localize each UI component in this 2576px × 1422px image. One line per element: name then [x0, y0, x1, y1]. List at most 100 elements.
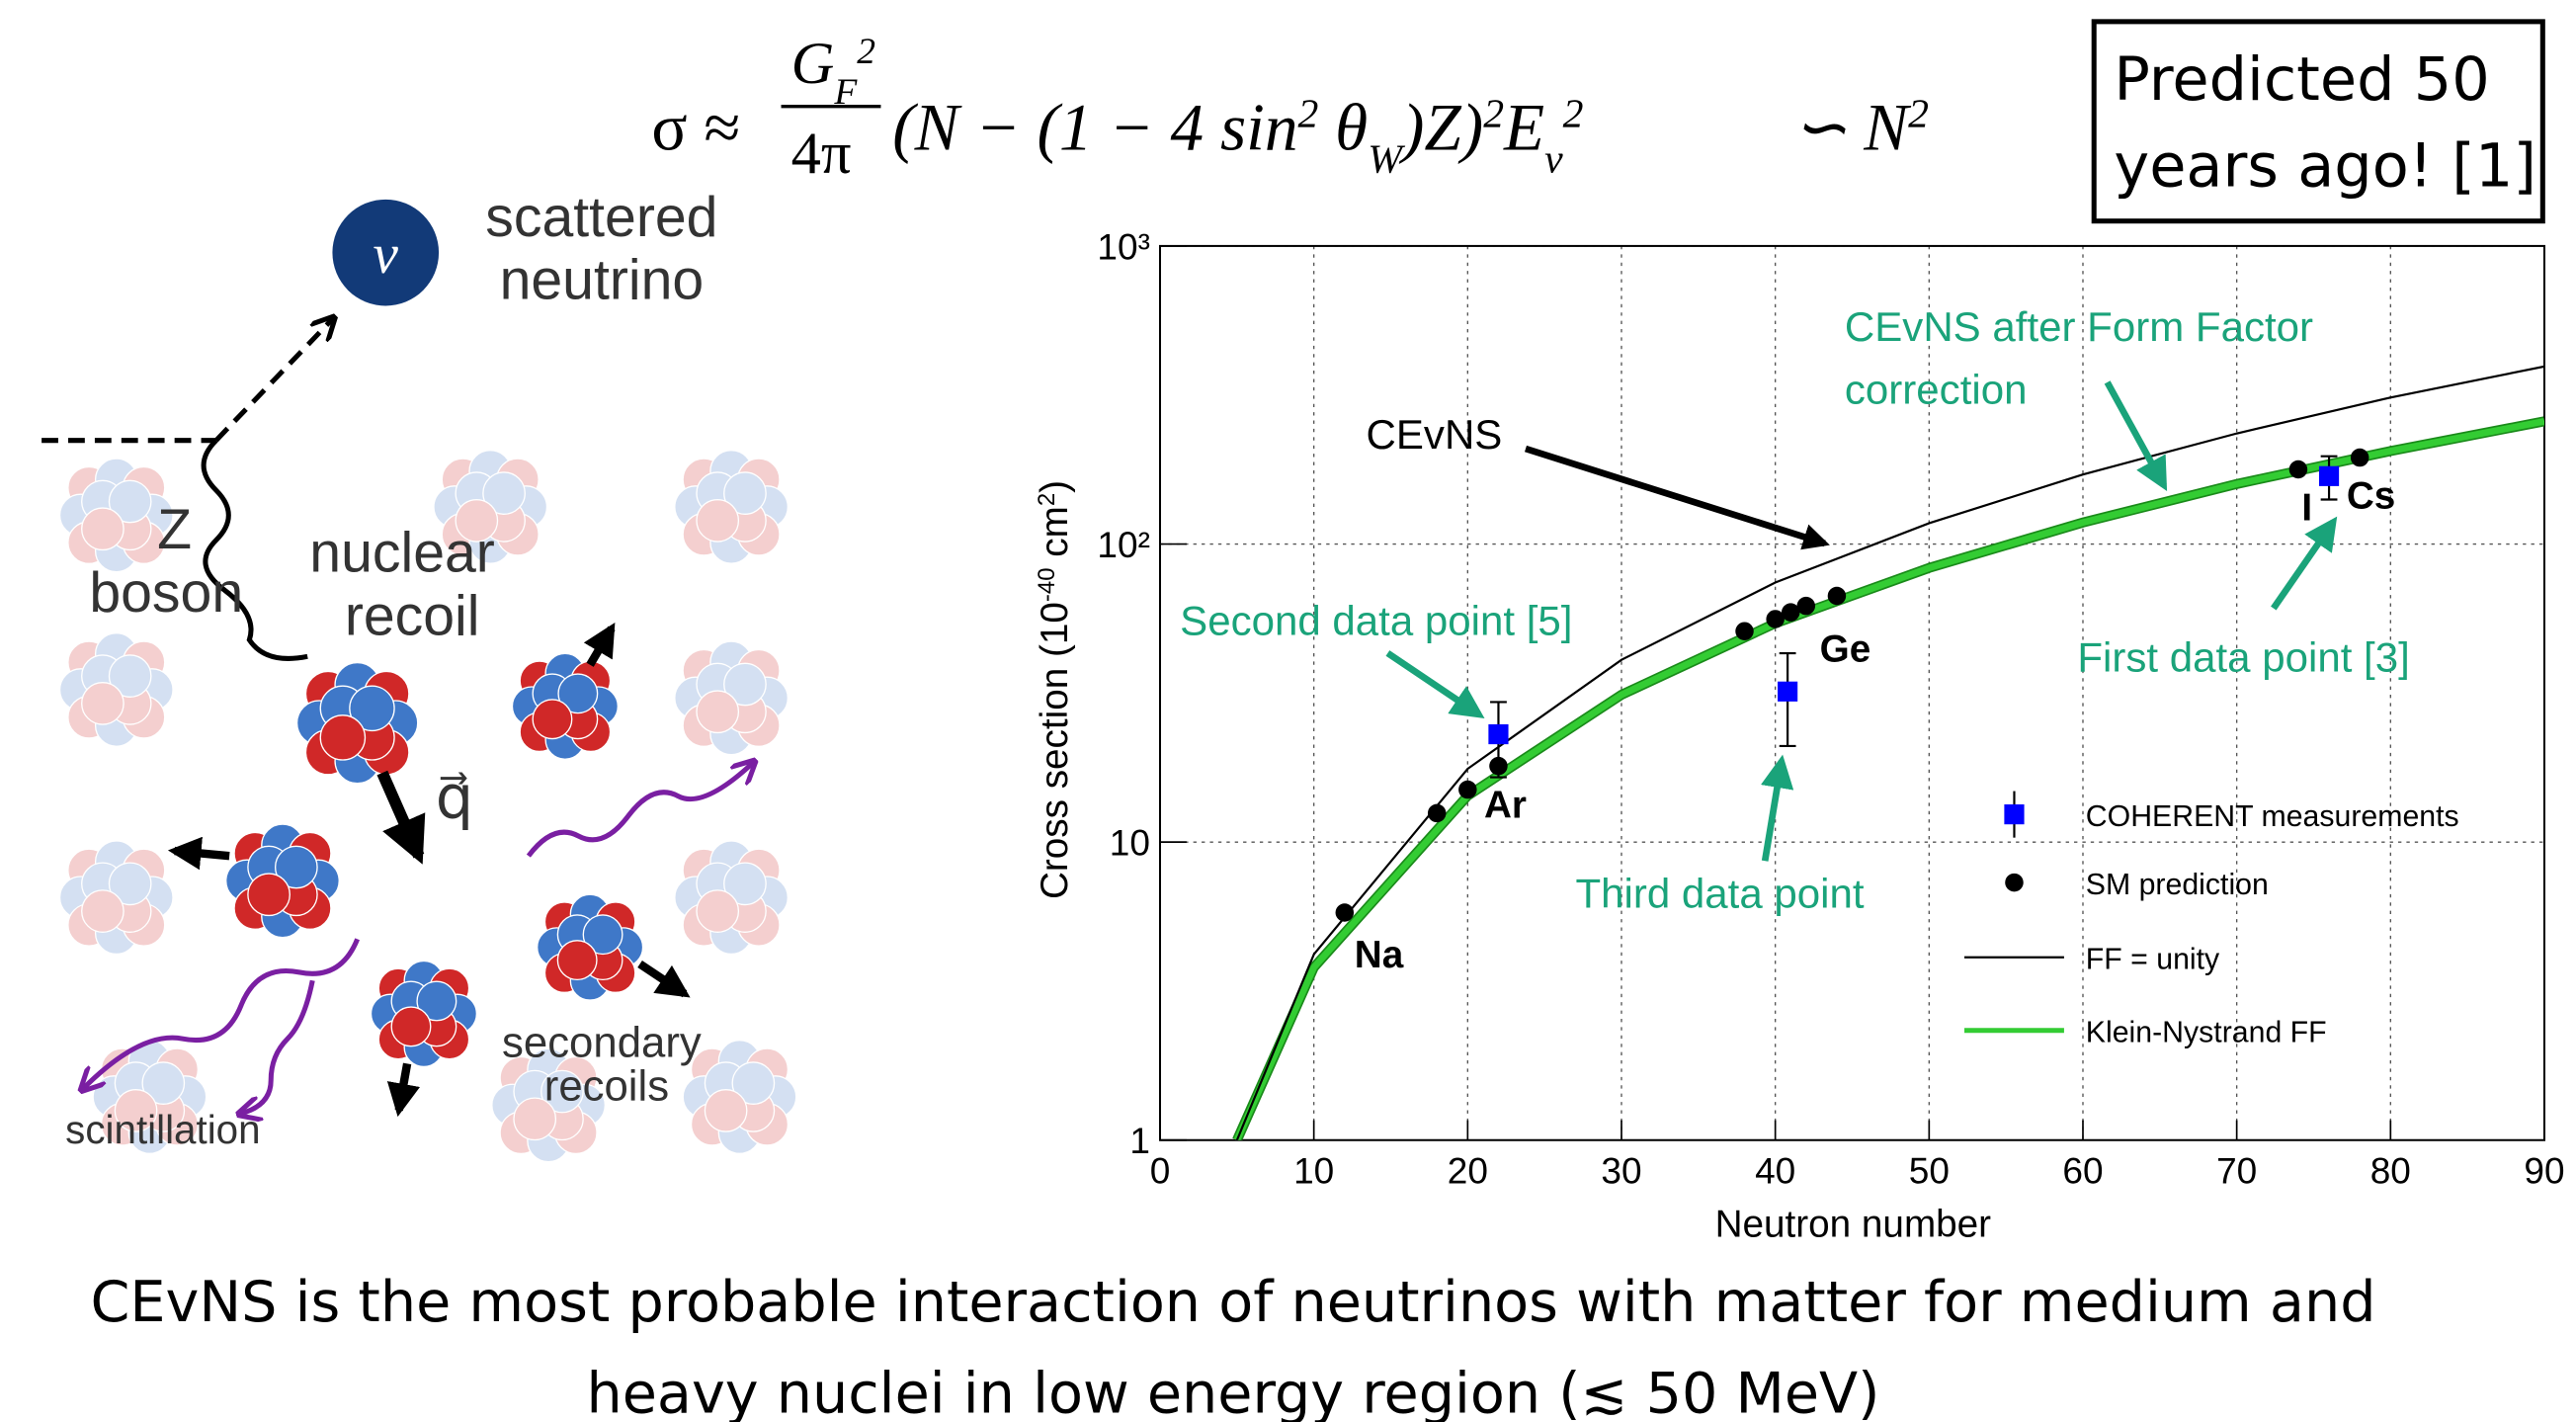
nucleon	[696, 889, 740, 933]
text-run: ν	[1544, 136, 1563, 182]
formula-denominator: 4π	[791, 121, 852, 187]
nucleon	[717, 1075, 762, 1119]
diagram-label: neutrino	[500, 249, 705, 312]
x-axis-label: Neutron number	[1715, 1203, 1992, 1245]
nucleon	[736, 512, 781, 556]
nucleon	[58, 876, 103, 920]
nucleon	[540, 1069, 584, 1114]
x-tick-label: 80	[2370, 1150, 2411, 1191]
nucleon	[753, 1075, 797, 1119]
text-run: 2	[1033, 493, 1059, 506]
callout-line: Predicted 50	[2114, 45, 2489, 115]
nucleon	[731, 1061, 776, 1106]
neutrino-ball	[332, 199, 440, 306]
nucleon	[441, 458, 485, 502]
nucleon	[709, 640, 753, 685]
nucleon	[696, 471, 740, 515]
callout-line: years ago! [1]	[2114, 131, 2536, 201]
text-run: G	[791, 31, 835, 97]
nucleon	[81, 479, 125, 524]
nucleon	[67, 695, 111, 739]
nucleon	[690, 1047, 734, 1092]
photon-arrow	[241, 979, 315, 1114]
nucleon	[122, 903, 166, 947]
nucleon	[723, 889, 767, 933]
text-run: E	[1503, 90, 1544, 164]
nucleus	[225, 823, 340, 939]
nucleon	[513, 1069, 557, 1114]
nucleon	[455, 471, 499, 515]
recoil-arrow	[167, 836, 230, 871]
formula-numerator: GF2	[791, 31, 875, 113]
neutrino-symbol: ν	[374, 223, 399, 286]
nucleon	[745, 676, 789, 720]
nucleon	[81, 889, 125, 933]
nucleon	[81, 681, 125, 725]
nucleon	[67, 640, 111, 685]
nucleon	[122, 640, 166, 685]
nucleon	[491, 1083, 535, 1128]
nucleon	[709, 840, 753, 883]
sm-point	[1796, 596, 1816, 616]
recoil-arrow	[376, 770, 426, 865]
formula-lhs: σ ≈	[651, 90, 740, 164]
element-label: Ge	[1820, 627, 1871, 670]
annotation-arrow	[2104, 380, 2168, 492]
sm-point	[1427, 803, 1447, 823]
text-run: cm	[1034, 506, 1076, 567]
nucleon	[731, 1089, 776, 1132]
y-tick-label: 10	[1110, 823, 1150, 864]
measurement	[1488, 723, 1509, 745]
nucleon	[682, 1075, 726, 1119]
nucleon	[94, 876, 138, 920]
nucleus	[433, 450, 548, 564]
nucleon	[129, 876, 174, 920]
diagram-label: q⃗	[436, 763, 473, 830]
sm-point	[1335, 903, 1355, 922]
nucleon	[556, 940, 598, 981]
nucleon	[81, 507, 125, 551]
y-tick-label: 10³	[1097, 226, 1149, 267]
text-run: θ	[1318, 90, 1368, 164]
nucleus	[58, 632, 174, 747]
nucleon	[745, 1102, 789, 1146]
nucleon	[127, 1111, 172, 1154]
legend-symbol	[2005, 873, 2024, 892]
sm-point	[1827, 586, 1847, 606]
plot-area	[1159, 245, 2544, 1140]
nucleon	[455, 498, 499, 543]
nucleon	[709, 876, 753, 920]
nucleon	[58, 493, 103, 538]
recoil-arrow	[583, 622, 616, 667]
text-run: ∽ N	[1791, 90, 1911, 164]
nucleon	[674, 485, 717, 529]
recoil-arrow	[637, 960, 691, 998]
nucleon	[690, 1102, 734, 1146]
annotation-arrow	[1760, 754, 1794, 862]
nucleon	[67, 848, 111, 892]
nucleon	[527, 1119, 570, 1163]
nucleon	[723, 471, 767, 515]
nucleon	[94, 529, 138, 573]
annotation: correction	[1845, 367, 2028, 413]
nucleon	[682, 458, 726, 502]
nucleus	[674, 840, 789, 956]
nucleus	[92, 1040, 208, 1154]
nucleon	[274, 845, 318, 889]
nucleon	[141, 1089, 186, 1132]
nucleon	[155, 1047, 200, 1092]
nucleon	[81, 862, 125, 906]
nucleon	[114, 1089, 158, 1132]
x-tick-label: 0	[1150, 1150, 1171, 1191]
text-run: )Z)	[1398, 90, 1483, 164]
nucleon	[122, 848, 166, 892]
nucleon	[723, 498, 767, 543]
nucleon	[108, 507, 152, 551]
nucleon	[499, 1111, 543, 1155]
nucleon	[349, 685, 395, 732]
nucleon	[709, 450, 753, 493]
sm-point	[1766, 610, 1785, 628]
nucleon	[704, 1061, 748, 1106]
